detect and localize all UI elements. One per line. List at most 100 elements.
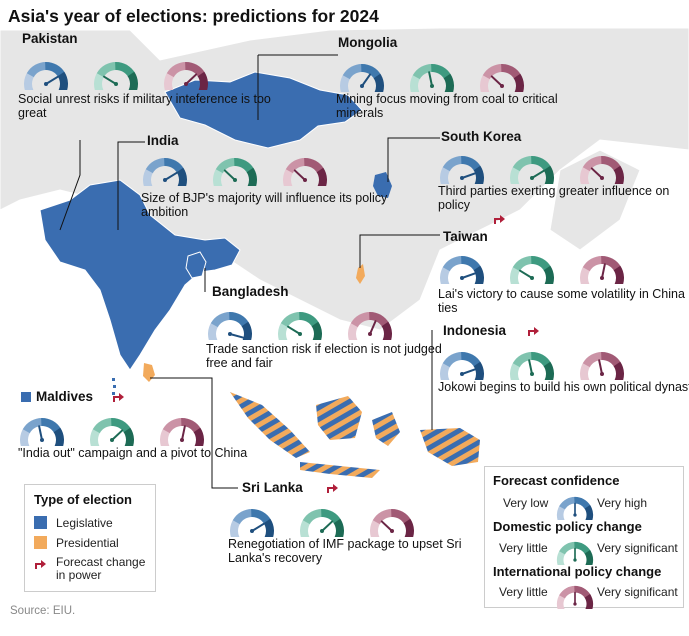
indonesia-international-gauge-segment	[580, 361, 591, 380]
legend-scales-box: Forecast confidence Very low Very high D…	[484, 466, 684, 609]
south-korea-domestic-gauge-segment	[543, 165, 554, 184]
india-domestic-gauge-needle	[223, 169, 236, 181]
south-korea-confidence-gauge-segment	[442, 156, 463, 172]
indonesia-domestic-gauge-needle	[528, 359, 533, 375]
maldives-domestic-gauge-segment	[92, 418, 113, 434]
indonesia-label: Indonesia	[443, 323, 507, 338]
taiwan-domestic-gauge-segment	[531, 256, 552, 272]
pakistan-description: Social unrest risks if military intefere…	[18, 92, 271, 120]
mongolia-international-gauge	[480, 64, 524, 92]
india-confidence-gauge	[143, 158, 187, 186]
maldives-international-gauge-pivot	[180, 438, 184, 442]
indonesia-international-gauge-segment	[613, 361, 624, 380]
indonesia-confidence-gauge-pivot	[460, 372, 464, 376]
india-domestic-gauge-segment	[234, 158, 255, 174]
bangladesh-domestic-gauge	[278, 312, 322, 340]
indonesia-confidence-gauge-segment	[442, 352, 463, 368]
taiwan-confidence-gauge	[440, 256, 484, 284]
international-legend-high: Very significant	[597, 585, 678, 599]
change-in-power-label: Forecast change in power	[56, 555, 146, 582]
taiwan-domestic-gauge-segment	[512, 256, 533, 272]
sri-lanka-domestic-gauge	[300, 509, 344, 537]
south-korea-international-gauge-needle	[590, 167, 603, 179]
south-korea-domestic-gauge-segment	[510, 165, 521, 184]
south-korea-confidence-gauge-segment	[461, 156, 482, 172]
indonesia-confidence-gauge-segment	[440, 361, 451, 380]
maldives-international-gauge-needle	[181, 425, 186, 441]
pakistan-international-gauge-segment	[197, 71, 208, 90]
maldives-confidence-gauge-pivot	[40, 438, 44, 442]
domestic-legend-low: Very little	[499, 541, 548, 555]
south-korea-confidence-gauge	[440, 156, 484, 184]
indonesia-international-gauge-needle	[598, 359, 603, 375]
bangladesh-confidence-gauge-segment	[208, 321, 219, 340]
taiwan-international-gauge-segment	[582, 256, 603, 272]
india-confidence-gauge-segment	[143, 167, 154, 186]
mongolia-confidence-gauge-segment	[340, 73, 351, 92]
legend-domestic-gauge-segment	[574, 541, 591, 555]
pakistan-international-gauge	[164, 62, 208, 90]
presidential-label: Presidential	[56, 536, 119, 550]
taiwan-label: Taiwan	[443, 229, 488, 244]
south-korea-international-gauge-segment	[582, 156, 603, 172]
maldives-international-gauge-segment	[193, 427, 204, 446]
bangladesh-international-gauge-needle	[369, 320, 377, 335]
india-international-gauge-segment	[285, 158, 306, 174]
legend-international-gauge	[556, 585, 594, 609]
legend-confidence-gauge-segment	[574, 496, 591, 510]
maldives-domestic-gauge-needle	[111, 429, 124, 441]
source-note: Source: EIU.	[10, 605, 76, 617]
legend-domestic-gauge	[556, 541, 594, 565]
bangladesh-domestic-gauge-segment	[299, 312, 320, 328]
mongolia-international-gauge-needle	[490, 75, 503, 87]
pakistan-international-gauge-segment	[166, 62, 187, 78]
indonesia-confidence-gauge-needle	[461, 368, 477, 375]
bangladesh-international-gauge-segment	[348, 321, 359, 340]
pakistan-confidence-gauge-needle	[45, 75, 59, 85]
maldives-confidence-gauge-segment	[41, 418, 62, 434]
pakistan-domestic-gauge	[94, 62, 138, 90]
sri-lanka-international-gauge	[370, 509, 414, 537]
sri-lanka-domestic-gauge-segment	[333, 518, 344, 537]
india-confidence-gauge-segment	[164, 158, 185, 174]
maldives-domestic-gauge-segment	[90, 427, 101, 446]
domestic-legend-title: Domestic policy change	[493, 519, 642, 534]
taiwan-description: Lai's victory to cause some volatility i…	[438, 287, 685, 315]
taiwan-shape	[356, 264, 365, 284]
maldives-international-gauge	[160, 418, 204, 446]
mongolia-domestic-gauge-pivot	[430, 84, 434, 88]
legend-type-box: Type of election Legislative Presidentia…	[24, 484, 156, 592]
indonesia-domestic-gauge	[510, 352, 554, 380]
sri-lanka-international-gauge-needle	[380, 520, 393, 532]
sri-lanka-international-gauge-segment	[372, 509, 393, 525]
india-international-gauge-segment	[304, 158, 325, 174]
pakistan-domestic-gauge-segment	[94, 71, 105, 90]
india-domestic-gauge-segment	[246, 167, 257, 186]
india-confidence-gauge-needle	[164, 171, 178, 181]
south-korea-confidence-gauge-needle	[461, 172, 477, 179]
sri-lanka-confidence-gauge-segment	[263, 518, 274, 537]
mongolia-international-gauge-segment	[501, 64, 522, 80]
mongolia-domestic-gauge-segment	[431, 64, 452, 80]
maldives-international-gauge-segment	[162, 418, 183, 434]
south-korea-confidence-gauge-pivot	[460, 176, 464, 180]
taiwan-confidence-gauge-segment	[461, 256, 482, 272]
bangladesh-confidence-gauge-needle	[229, 333, 245, 339]
bangladesh-international-gauge-segment	[381, 321, 392, 340]
bangladesh-confidence-gauge	[208, 312, 252, 340]
south-korea-change-icon	[494, 215, 505, 224]
sri-lanka-domestic-gauge-segment	[321, 509, 342, 525]
mongolia-confidence-gauge-segment	[342, 64, 363, 80]
taiwan-confidence-gauge-segment	[442, 256, 463, 272]
south-korea-international-gauge-segment	[613, 165, 624, 184]
legend-confidence-gauge-segment	[556, 504, 566, 520]
taiwan-international-gauge-pivot	[600, 276, 604, 280]
maldives-label: Maldives	[36, 389, 94, 404]
domestic-legend-high: Very significant	[597, 541, 678, 555]
india-international-gauge-needle	[293, 169, 306, 181]
pakistan-confidence-gauge-segment	[45, 62, 66, 78]
south-korea-domestic-gauge-segment	[531, 156, 552, 172]
sri-lanka-international-gauge-segment	[403, 518, 414, 537]
taiwan-domestic-gauge	[510, 256, 554, 284]
south-korea-label: South Korea	[441, 129, 522, 144]
